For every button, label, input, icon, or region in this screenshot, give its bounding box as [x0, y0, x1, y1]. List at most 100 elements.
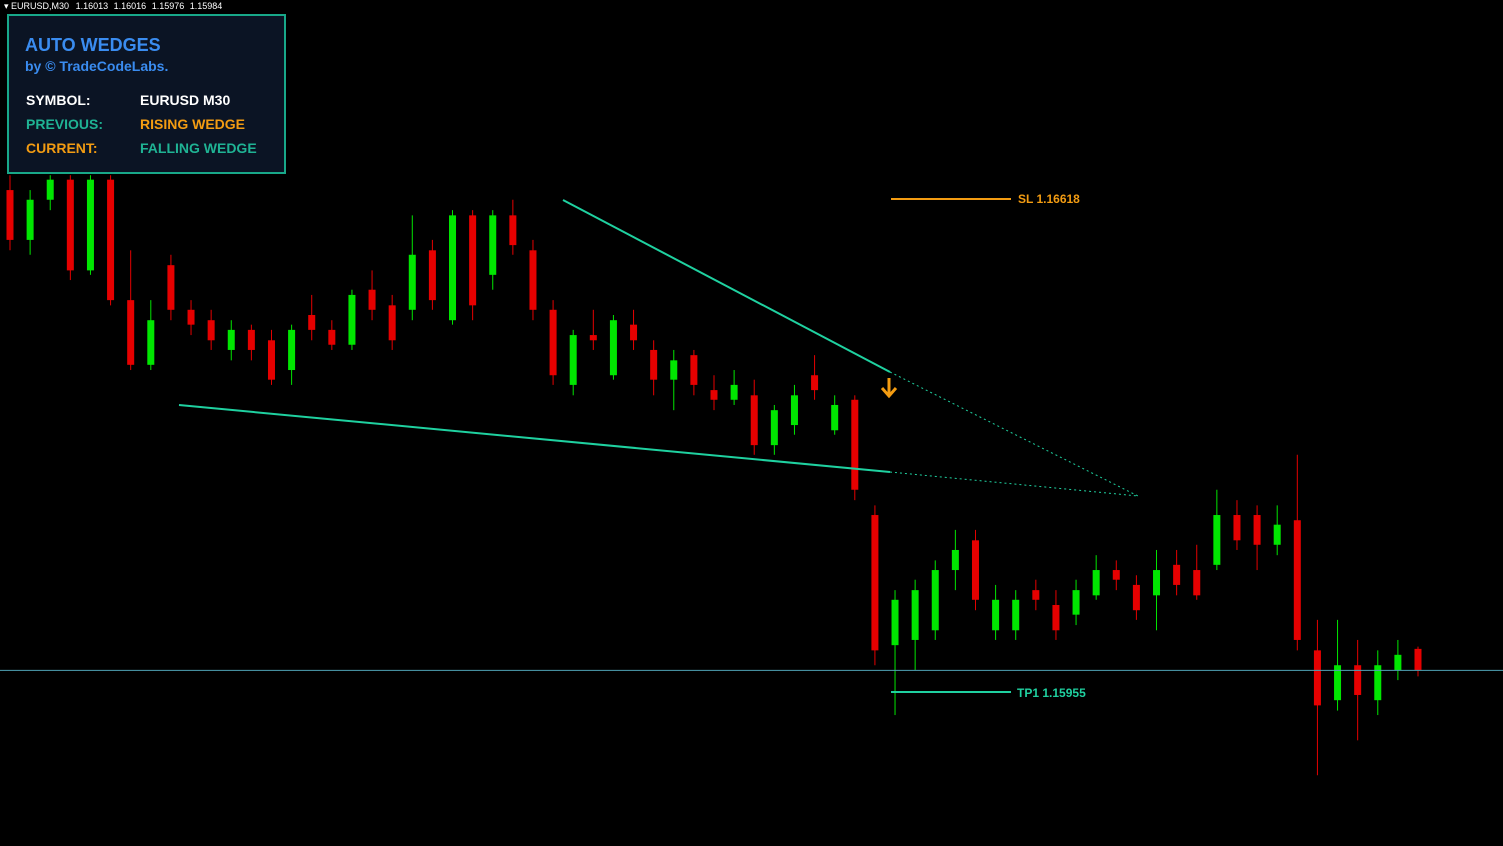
- candle-body: [750, 395, 758, 446]
- header-symbol: EURUSD,M30: [11, 1, 69, 11]
- panel-subtitle: by © TradeCodeLabs.: [25, 58, 169, 74]
- row-label: CURRENT:: [26, 140, 98, 156]
- row-value: RISING WEDGE: [140, 116, 246, 132]
- candle-body: [449, 215, 457, 321]
- candle-body: [1293, 520, 1301, 640]
- candle-body: [911, 590, 919, 640]
- candle-body: [549, 309, 557, 376]
- candle-body: [931, 570, 939, 631]
- candle-body: [187, 309, 195, 325]
- candle-body: [1273, 524, 1281, 545]
- candle-body: [1414, 648, 1422, 671]
- candle-body: [1354, 665, 1362, 695]
- candle-body: [1313, 650, 1321, 706]
- candle-body: [247, 329, 255, 350]
- wedge-upper-line: [562, 199, 891, 373]
- candle-body: [1394, 654, 1402, 671]
- candle-body: [107, 179, 115, 301]
- wedge-upper-projection: [889, 371, 1139, 497]
- candle-body: [891, 599, 899, 646]
- candle-body: [147, 320, 155, 365]
- candle-body: [348, 294, 356, 345]
- candle-body: [1092, 570, 1100, 596]
- candle-body: [127, 300, 135, 365]
- candle-body: [368, 289, 376, 310]
- candle-body: [26, 199, 34, 240]
- header-marker: ▾: [4, 1, 9, 11]
- candle-body: [469, 215, 477, 306]
- candle-body: [428, 250, 436, 301]
- candle-body: [730, 384, 738, 400]
- candle-body: [589, 335, 597, 341]
- candle-body: [408, 254, 416, 310]
- candle-body: [288, 329, 296, 371]
- candle-body: [1032, 590, 1040, 600]
- sl-label: SL 1.16618: [1018, 192, 1080, 206]
- candle-body: [1374, 665, 1382, 701]
- candle-body: [1334, 665, 1342, 701]
- tp-name: TP1: [1017, 686, 1039, 700]
- candle-body: [86, 179, 94, 271]
- header-open: 1.16013: [76, 1, 109, 11]
- candle-body: [1173, 564, 1181, 585]
- candle-body: [1233, 515, 1241, 541]
- candle-body: [630, 324, 638, 341]
- candle-body: [811, 375, 819, 391]
- candle-body: [227, 329, 235, 350]
- candle-body: [670, 360, 678, 380]
- candle-body: [790, 395, 798, 426]
- tp-label: TP1 1.15955: [1017, 686, 1086, 700]
- candle-body: [328, 329, 336, 345]
- header-low: 1.15976: [152, 1, 185, 11]
- candle-body: [951, 549, 959, 571]
- info-panel: AUTO WEDGES by © TradeCodeLabs. SYMBOL: …: [7, 14, 286, 174]
- candle-body: [1193, 570, 1201, 596]
- candle-body: [609, 320, 617, 376]
- candle-body: [1072, 590, 1080, 615]
- candle-body: [308, 315, 316, 330]
- candle-body: [6, 190, 14, 240]
- candle-body: [1112, 570, 1120, 580]
- row-value: FALLING WEDGE: [140, 140, 257, 156]
- sl-value: 1.16618: [1036, 192, 1080, 206]
- header-high: 1.16016: [114, 1, 147, 11]
- row-label: PREVIOUS:: [26, 116, 104, 132]
- candle-body: [992, 599, 1000, 631]
- candle-body: [569, 335, 577, 385]
- candle-body: [388, 305, 396, 341]
- header-close: 1.15984: [190, 1, 223, 11]
- chart-header: ▾ EURUSD,M30 1.16013 1.16016 1.15976 1.1…: [4, 1, 222, 11]
- tp-value: 1.15955: [1042, 686, 1086, 700]
- candle-body: [770, 410, 778, 446]
- candle-body: [207, 320, 215, 341]
- candle-body: [66, 179, 74, 271]
- candle-body: [1253, 515, 1261, 545]
- candle-body: [489, 215, 497, 275]
- candle-body: [831, 404, 839, 431]
- candle-body: [509, 215, 517, 246]
- wedge-lower-line: [178, 404, 891, 473]
- candle-body: [267, 340, 275, 380]
- signal-arrow: [880, 378, 898, 399]
- candle-body: [1213, 515, 1221, 565]
- candle-body: [871, 515, 879, 651]
- candle-body: [650, 349, 658, 380]
- wedge-lower-projection: [889, 471, 1139, 497]
- candles: [6, 175, 1422, 776]
- candle-body: [1012, 599, 1020, 631]
- candle-body: [46, 179, 54, 200]
- candle-body: [710, 390, 718, 400]
- sl-name: SL: [1018, 192, 1033, 206]
- panel-title: AUTO WEDGES: [25, 35, 161, 55]
- candle-body: [1132, 584, 1140, 611]
- candle-body: [690, 355, 698, 385]
- candle-body: [971, 540, 979, 600]
- row-value: EURUSD M30: [140, 92, 231, 108]
- candle-body: [851, 399, 859, 490]
- candle-body: [529, 250, 537, 310]
- row-label: SYMBOL:: [26, 92, 91, 108]
- candle-body: [1052, 605, 1060, 631]
- candle-body: [1153, 570, 1161, 596]
